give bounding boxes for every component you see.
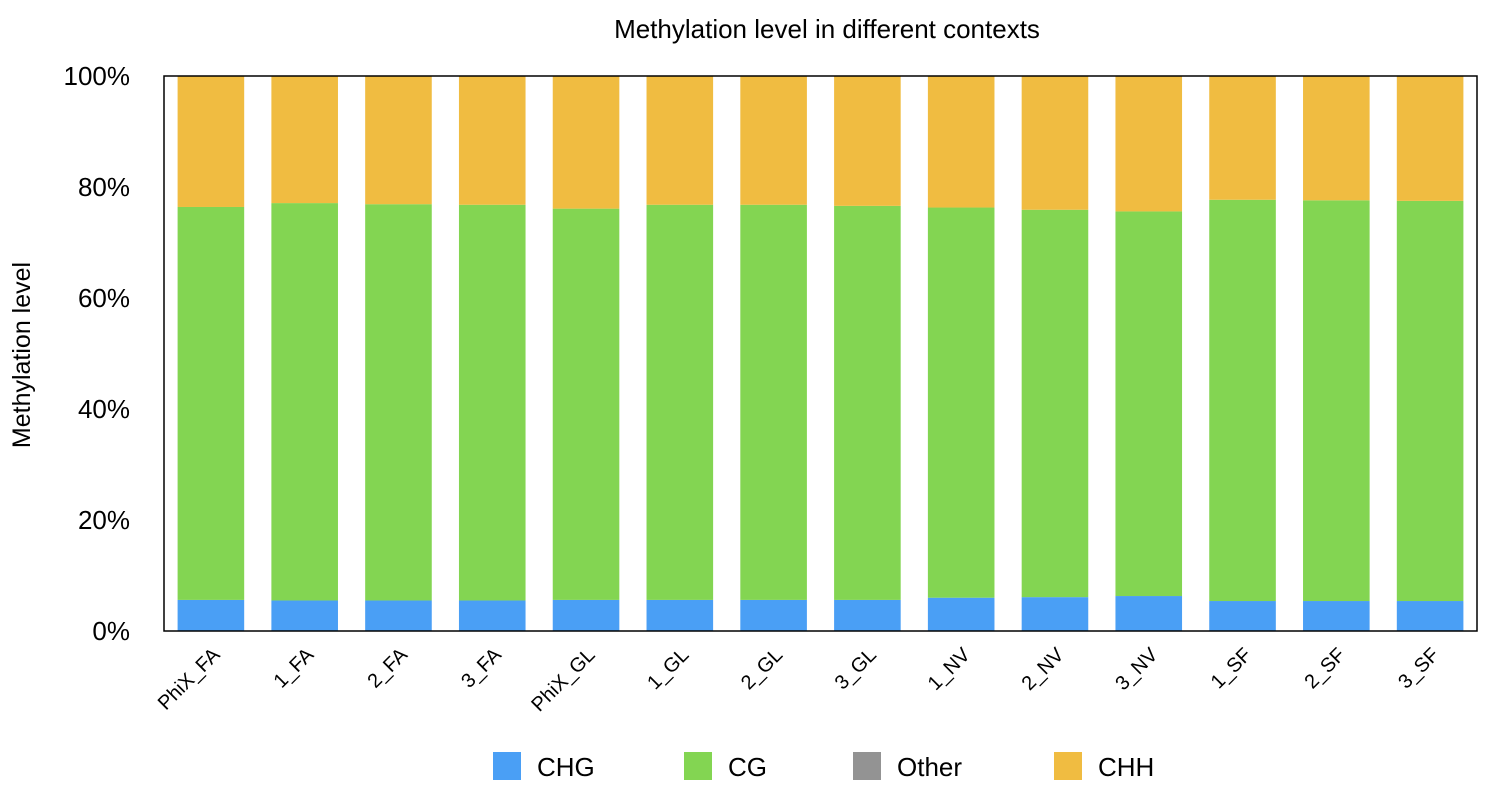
x-tick-label: PhiX_FA <box>154 644 225 715</box>
bar-segment-chg <box>271 600 338 631</box>
x-tick-label: 2_NV <box>1018 644 1069 695</box>
y-tick-label: 40% <box>78 394 130 424</box>
legend-label-cg: CG <box>728 752 767 782</box>
bar-segment-chh <box>365 76 432 205</box>
bar-segment-chh <box>740 76 807 205</box>
y-tick-label: 0% <box>92 616 130 646</box>
bar-segment-cg <box>740 204 807 600</box>
x-tick-label: 1_GL <box>643 644 693 694</box>
legend-swatch-other <box>853 752 881 780</box>
bar-segment-chg <box>1209 601 1276 631</box>
legend-swatch-chg <box>493 752 521 780</box>
x-tick-label: PhiX_GL <box>527 644 599 716</box>
x-tick-label: 2_SF <box>1300 644 1349 693</box>
bar-segment-chh <box>1115 76 1183 212</box>
y-axis-label: Methylation level <box>8 262 36 448</box>
legend: CHG CG Other CHH <box>493 752 1154 782</box>
legend-label-chh: CHH <box>1098 752 1154 782</box>
bar-segment-cg <box>927 207 995 598</box>
bar-segment-cg <box>458 204 526 601</box>
bar-segment-cg <box>271 203 338 601</box>
x-tick-label: 3_SF <box>1394 644 1443 693</box>
bar-segment-chh <box>646 76 714 205</box>
x-tick-label: 1_NV <box>924 644 975 695</box>
bar-segment-chg <box>1303 601 1370 631</box>
bar-segment-cg <box>552 208 620 600</box>
bar-segment-cg <box>1115 211 1183 597</box>
bar-segment-chg <box>1396 601 1464 631</box>
bar-segment-cg <box>177 206 245 600</box>
bar-segment-cg <box>365 204 432 601</box>
bar-segment-chg <box>740 599 807 631</box>
x-tick-label: 1_FA <box>270 644 319 693</box>
bar-segment-chh <box>177 76 245 207</box>
bar-segment-chh <box>927 76 995 208</box>
bar-segment-chg <box>1115 596 1183 631</box>
bar-segment-chg <box>177 599 245 631</box>
bar-segment-chh <box>552 76 620 209</box>
bar-segment-chh <box>1396 76 1464 201</box>
bar-segment-chg <box>365 600 432 631</box>
chart-title: Methylation level in different contexts <box>614 14 1040 44</box>
x-tick-label: 3_NV <box>1111 644 1162 695</box>
bar-segment-cg <box>1209 199 1276 602</box>
bar-segment-chg <box>458 600 526 631</box>
x-tick-label: 3_GL <box>831 644 881 694</box>
bar-segment-cg <box>1396 200 1464 602</box>
y-tick-label: 60% <box>78 283 130 313</box>
bar-segment-cg <box>1021 209 1089 598</box>
legend-swatch-cg <box>684 752 712 780</box>
y-tick-labels: 0% 20% 40% 60% 80% 100% <box>64 61 131 646</box>
bar-segment-chh <box>1303 76 1370 201</box>
bar-segment-chh <box>458 76 526 205</box>
bar-segment-chg <box>927 597 995 631</box>
bar-segment-chh <box>1209 76 1276 200</box>
legend-swatch-chh <box>1054 752 1082 780</box>
y-tick-label: 80% <box>78 172 130 202</box>
x-tick-label: 3_FA <box>457 644 506 693</box>
bar-segment-chg <box>646 599 714 631</box>
legend-label-chg: CHG <box>537 752 595 782</box>
bar-segment-cg <box>646 204 714 600</box>
legend-label-other: Other <box>897 752 962 782</box>
bar-segment-chh <box>271 76 338 204</box>
bars-group <box>177 76 1464 631</box>
bar-segment-chg <box>834 599 901 631</box>
bar-segment-chh <box>834 76 901 206</box>
x-tick-label: 2_GL <box>737 644 787 694</box>
bar-segment-cg <box>1303 200 1370 602</box>
bar-segment-chh <box>1021 76 1089 210</box>
bar-segment-chg <box>552 599 620 631</box>
x-tick-labels: PhiX_FA 1_FA 2_FA 3_FA PhiX_GL 1_GL 2_GL 3_GL 1_… <box>154 644 1444 717</box>
y-tick-label: 100% <box>64 61 131 91</box>
x-tick-label: 2_FA <box>363 644 412 693</box>
plot-frame <box>163 75 1478 632</box>
bar-segment-cg <box>834 205 901 600</box>
x-tick-label: 1_SF <box>1207 644 1256 693</box>
bar-segment-chg <box>1021 597 1089 631</box>
y-tick-label: 20% <box>78 505 130 535</box>
